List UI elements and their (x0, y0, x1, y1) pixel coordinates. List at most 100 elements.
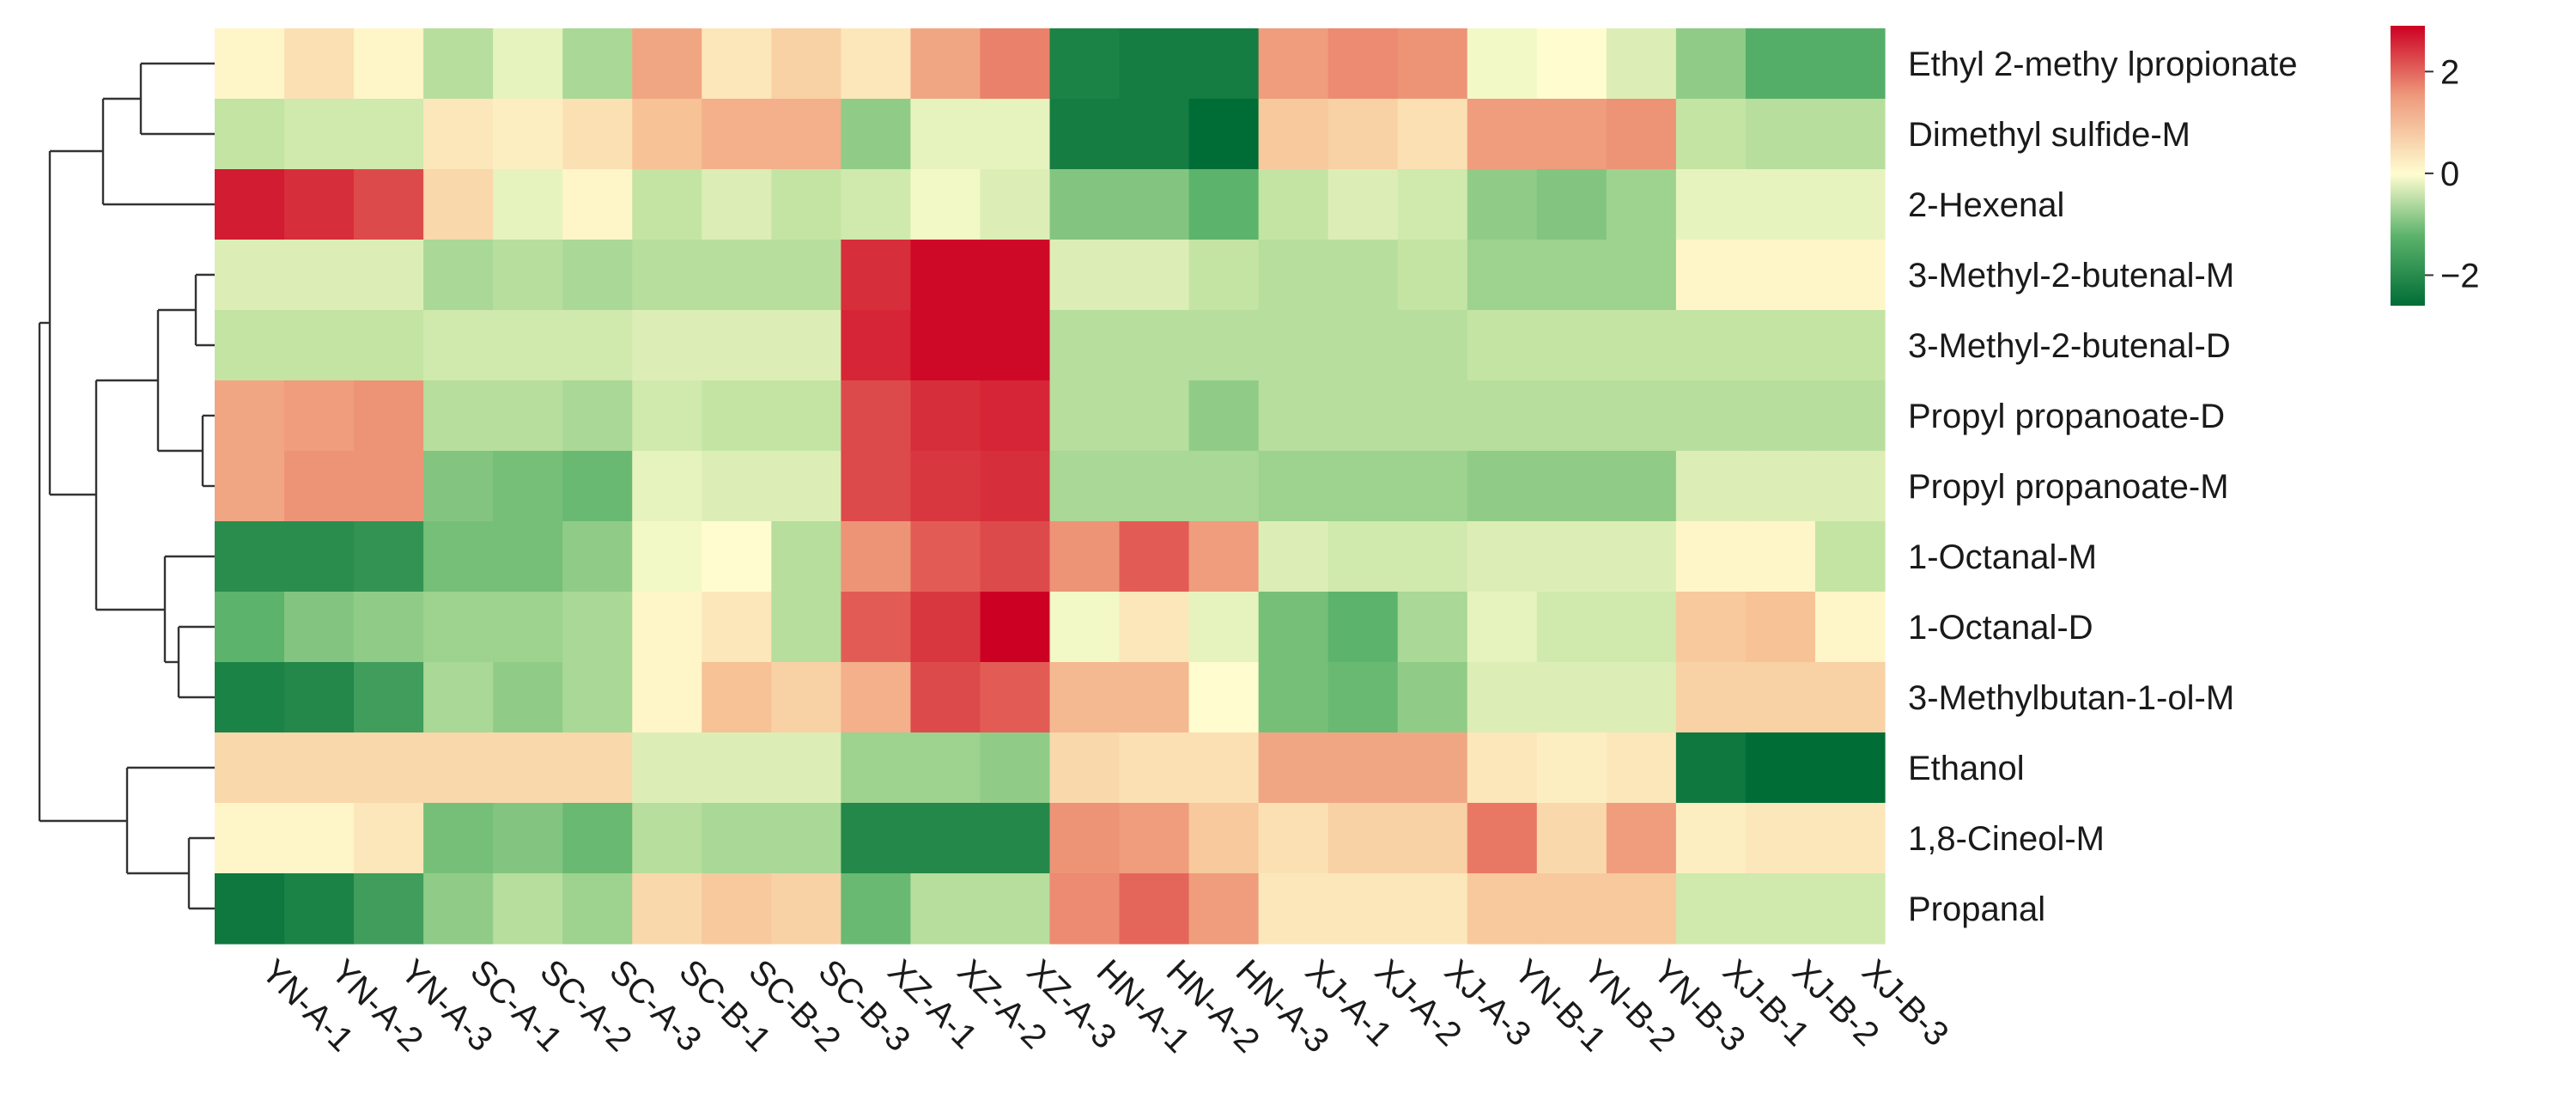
heatmap-cell (910, 592, 981, 663)
heatmap-cell (1327, 169, 1399, 240)
heatmap-cell (841, 28, 912, 100)
heatmap-cell (771, 380, 841, 452)
heatmap-cell (1675, 732, 1747, 804)
heatmap-cell (702, 380, 772, 452)
heatmap-cell (1814, 592, 1886, 663)
heatmap-cell (771, 99, 841, 170)
heatmap-cell (702, 521, 772, 592)
heatmap-cell (1606, 803, 1677, 874)
heatmap-cell (1536, 99, 1607, 170)
heatmap-cell (1119, 732, 1190, 804)
heatmap-cell (980, 873, 1051, 945)
heatmap-cell (1675, 310, 1747, 381)
heatmap-cell (702, 310, 772, 381)
heatmap-cell (493, 380, 563, 452)
heatmap-cell (980, 169, 1051, 240)
heatmap-cell (1606, 380, 1677, 452)
heatmap-cell (632, 803, 702, 874)
heatmap-cell (1049, 310, 1121, 381)
heatmap-cell (493, 310, 563, 381)
heatmap-cell (1814, 169, 1886, 240)
heatmap-cell (1119, 28, 1190, 100)
heatmap-cell (284, 380, 355, 452)
heatmap-cell (841, 451, 912, 522)
heatmap-cell (423, 662, 494, 733)
row-labels: Ethyl 2-methy lpropionate Dimethyl sulfid… (1908, 46, 2298, 928)
heatmap-cell (771, 873, 841, 945)
heatmap-cell (1258, 310, 1329, 381)
heatmap-cell (493, 873, 563, 945)
heatmap-cell (562, 803, 633, 874)
heatmap-cell (1397, 28, 1468, 100)
heatmap-cell (910, 99, 981, 170)
heatmap-cell (354, 310, 424, 381)
heatmap-cell (493, 99, 563, 170)
heatmap-cell (562, 169, 633, 240)
heatmap-cell (1397, 169, 1468, 240)
heatmap-cell (702, 732, 772, 804)
heatmap-cell (562, 592, 633, 663)
heatmap-cell (1606, 240, 1677, 311)
heatmap-cell (493, 240, 563, 311)
heatmap-cell (1606, 169, 1677, 240)
heatmap-cell (1327, 310, 1399, 381)
heatmap-cell (562, 240, 633, 311)
heatmap-cell (1397, 803, 1468, 874)
row-label: 1,8-Cineol-M (1908, 820, 2105, 858)
heatmap-cell (1745, 592, 1816, 663)
heatmap-cell (215, 99, 285, 170)
heatmap-cell (423, 240, 494, 311)
heatmap-cell (1327, 592, 1399, 663)
heatmap-cell (632, 521, 702, 592)
heatmap-cell (1049, 380, 1121, 452)
heatmap-cell (1675, 28, 1747, 100)
row-label: Propyl propanoate-M (1908, 468, 2229, 506)
heatmap-cell (423, 451, 494, 522)
heatmap-cell (632, 451, 702, 522)
heatmap-cell (632, 310, 702, 381)
heatmap-cell (910, 169, 981, 240)
heatmap-cell (1397, 732, 1468, 804)
heatmap-cell (702, 451, 772, 522)
row-label: 2-Hexenal (1908, 186, 2064, 224)
heatmap-cell (771, 803, 841, 874)
heatmap-cell (215, 521, 285, 592)
heatmap-cell (1467, 99, 1538, 170)
heatmap-cell (841, 240, 912, 311)
heatmap-cell (1119, 380, 1190, 452)
heatmap-cell (910, 873, 981, 945)
heatmap-cell (980, 803, 1051, 874)
heatmap-cell (1049, 592, 1121, 663)
heatmap-cell (1745, 240, 1816, 311)
heatmap-cell (980, 521, 1051, 592)
heatmap-cell (980, 99, 1051, 170)
heatmap-cell (1467, 28, 1538, 100)
heatmap-cell (702, 99, 772, 170)
heatmap-cell (980, 28, 1051, 100)
heatmap-cell (354, 662, 424, 733)
heatmap-cell (980, 592, 1051, 663)
heatmap-cell (215, 803, 285, 874)
heatmap-cell (771, 592, 841, 663)
heatmap-cell (354, 592, 424, 663)
heatmap-cell (493, 662, 563, 733)
legend-tick-label: 0 (2440, 155, 2459, 193)
heatmap-cells (215, 28, 1886, 945)
heatmap-cell (1327, 521, 1399, 592)
heatmap-cell (1536, 521, 1607, 592)
heatmap-cell (562, 380, 633, 452)
heatmap-cell (1397, 451, 1468, 522)
heatmap-cell (1258, 873, 1329, 945)
heatmap-cell (1745, 380, 1816, 452)
heatmap-cell (1188, 28, 1260, 100)
heatmap-cell (841, 169, 912, 240)
row-label: 3-Methylbutan-1-ol-M (1908, 679, 2234, 717)
heatmap-cell (1745, 169, 1816, 240)
heatmap-cell (1327, 803, 1399, 874)
heatmap-cell (1467, 451, 1538, 522)
heatmap-cell (1188, 873, 1260, 945)
heatmap-cell (1814, 451, 1886, 522)
heatmap-cell (1049, 99, 1121, 170)
heatmap-cell (1467, 803, 1538, 874)
heatmap-cell (1606, 28, 1677, 100)
